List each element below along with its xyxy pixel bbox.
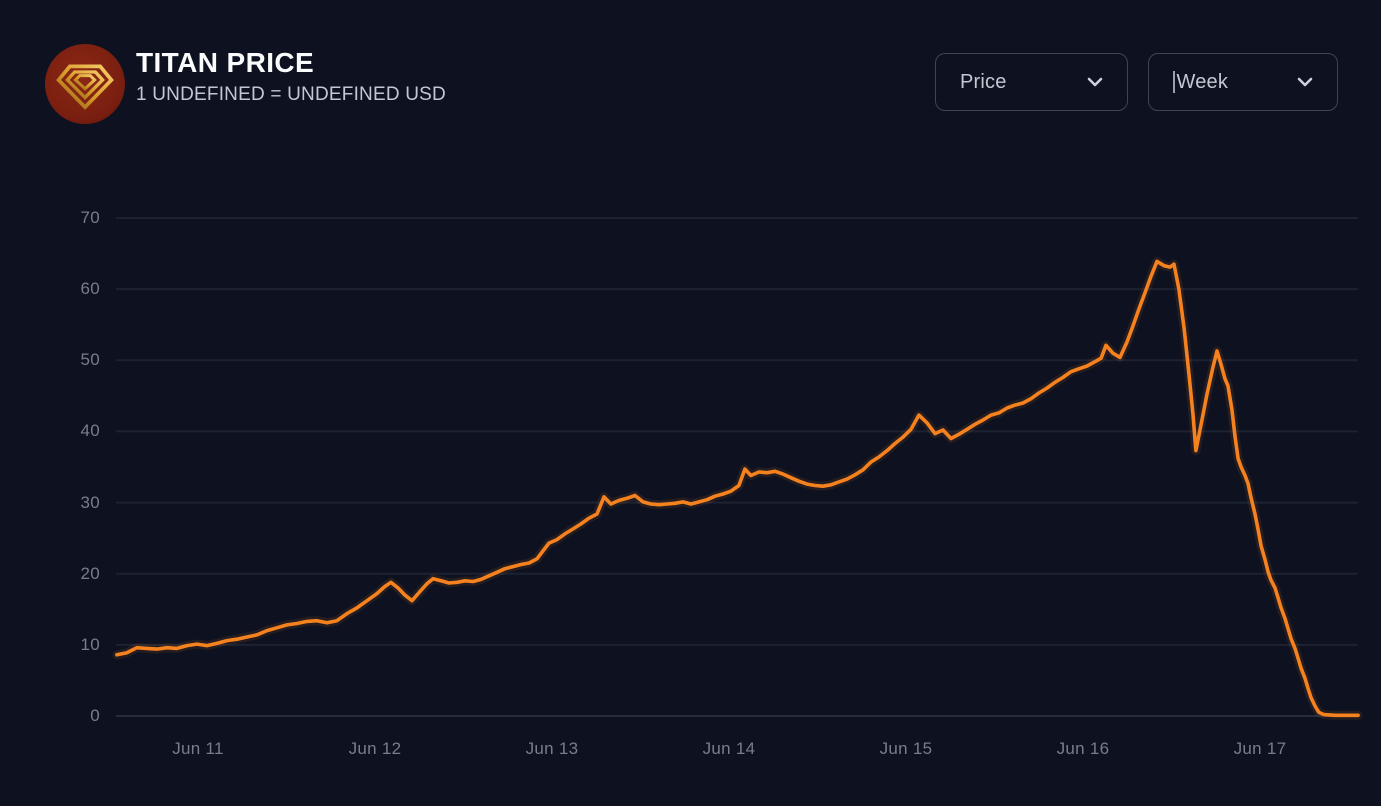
exchange-rate-subtitle: 1 UNDEFINED = UNDEFINED USD	[136, 84, 446, 105]
y-axis-label-40: 40	[80, 421, 100, 441]
y-axis-label-20: 20	[80, 563, 100, 583]
x-axis-label-7: Jun 17	[1233, 739, 1287, 758]
page-title: TITAN PRICE	[136, 47, 315, 78]
gridlines	[116, 217, 1358, 717]
titan-logo	[45, 44, 125, 124]
y-axis-label-50: 50	[80, 350, 100, 370]
chevron-down-icon	[1087, 77, 1103, 87]
range-dropdown-text: Week	[1176, 70, 1229, 93]
price-line	[115, 259, 1360, 718]
titles: TITAN PRICE 1 UNDEFINED = UNDEFINED USD	[136, 48, 446, 106]
chevron-down-icon	[1297, 77, 1313, 87]
y-axis-label-10: 10	[80, 634, 100, 654]
range-dropdown-value: Week	[1173, 71, 1228, 94]
y-axis-label-70: 70	[80, 208, 100, 227]
y-axis-label-60: 60	[80, 279, 100, 299]
header: TITAN PRICE 1 UNDEFINED = UNDEFINED USD …	[0, 0, 1381, 130]
x-axis-label-5: Jun 15	[879, 739, 933, 758]
range-dropdown[interactable]: Week	[1148, 53, 1338, 111]
titan-gem-icon	[56, 64, 114, 110]
metric-dropdown[interactable]: Price	[935, 53, 1128, 111]
logo-badge	[45, 44, 125, 124]
x-axis-label-6: Jun 16	[1056, 739, 1110, 758]
x-axis-label-2: Jun 12	[348, 739, 402, 758]
x-axis-label-4: Jun 14	[702, 739, 756, 758]
x-axis-label-1: Jun 11	[172, 739, 224, 758]
text-cursor	[1173, 71, 1175, 93]
y-axis-label-30: 30	[80, 492, 100, 512]
x-axis-label-3: Jun 13	[525, 739, 579, 758]
metric-dropdown-value: Price	[960, 70, 1007, 93]
y-axis-label-0: 0	[90, 706, 100, 725]
